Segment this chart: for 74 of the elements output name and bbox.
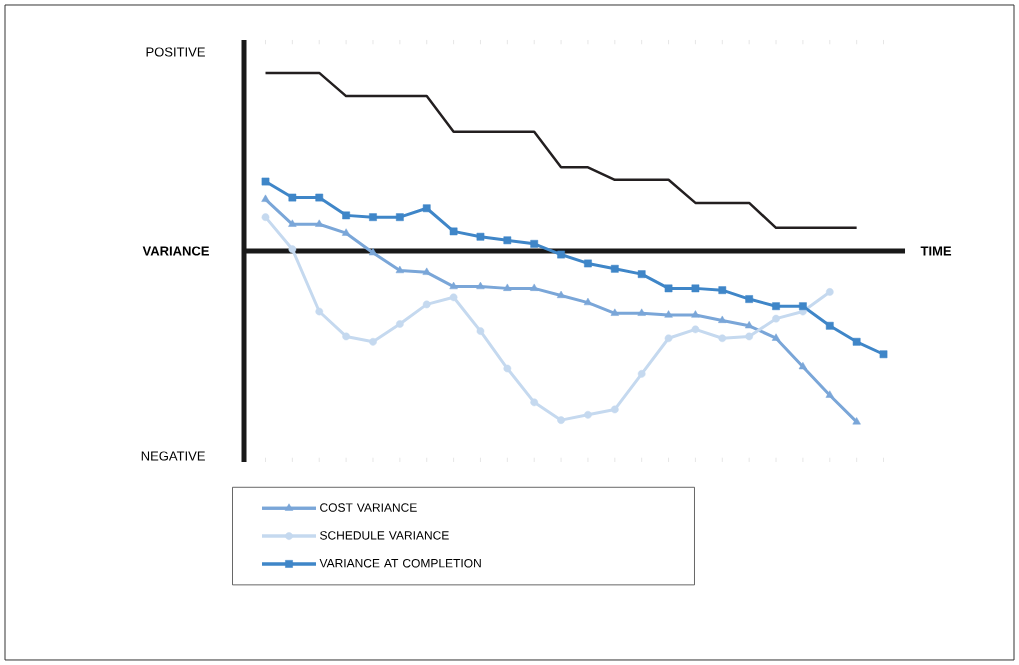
point [288, 193, 297, 202]
point [745, 332, 754, 341]
point [610, 264, 619, 273]
point [315, 307, 324, 316]
point [637, 308, 646, 316]
point [799, 302, 807, 311]
point [664, 284, 673, 293]
point [530, 240, 539, 248]
legend-label: VARIANCE AT COMPLETION [319, 559, 481, 568]
point [745, 295, 754, 303]
point [772, 302, 780, 311]
point [691, 325, 700, 334]
point [772, 314, 780, 323]
point [556, 290, 566, 298]
point [664, 334, 673, 343]
point [261, 213, 270, 221]
point [610, 405, 619, 414]
point [422, 267, 431, 275]
point [825, 390, 834, 398]
point [718, 315, 727, 323]
point [449, 227, 458, 236]
point [503, 283, 512, 291]
point [691, 310, 700, 318]
point [261, 194, 270, 202]
point [691, 284, 700, 293]
point [395, 265, 404, 274]
point [879, 350, 888, 359]
point [368, 248, 378, 256]
point [664, 310, 673, 318]
point [798, 361, 808, 370]
point [396, 320, 404, 328]
point [315, 193, 324, 202]
point [584, 259, 592, 268]
point [476, 327, 485, 335]
point [530, 283, 539, 291]
point [396, 213, 404, 221]
point [771, 333, 781, 341]
y-axis-title: VARIANCE [142, 246, 209, 256]
point [476, 281, 485, 290]
point [422, 300, 431, 309]
point [369, 213, 377, 221]
point [341, 228, 351, 236]
point [718, 334, 727, 343]
point [503, 364, 512, 373]
point [315, 219, 324, 227]
point [557, 250, 565, 259]
point [342, 332, 350, 341]
legend-label: COST VARIANCE [320, 503, 417, 512]
point [288, 245, 297, 254]
point [584, 410, 592, 419]
point [530, 398, 539, 407]
point [825, 288, 834, 296]
point [583, 297, 593, 306]
point [852, 337, 861, 346]
point [369, 337, 377, 346]
point [288, 219, 297, 227]
point [610, 308, 619, 316]
point [637, 370, 646, 378]
x-axis-title: TIME [920, 246, 952, 256]
point [557, 416, 565, 424]
point [852, 417, 861, 425]
point [476, 232, 485, 241]
point [342, 211, 350, 220]
point [637, 270, 646, 278]
point [449, 281, 458, 290]
point [261, 177, 270, 186]
point [503, 236, 512, 245]
point [718, 286, 727, 295]
point [422, 204, 431, 213]
text: POSITIVE [146, 47, 205, 57]
legend-label: SCHEDULE VARIANCE [320, 531, 449, 540]
text: NEGATIVE [141, 451, 205, 461]
point [449, 293, 458, 302]
point [825, 321, 834, 330]
